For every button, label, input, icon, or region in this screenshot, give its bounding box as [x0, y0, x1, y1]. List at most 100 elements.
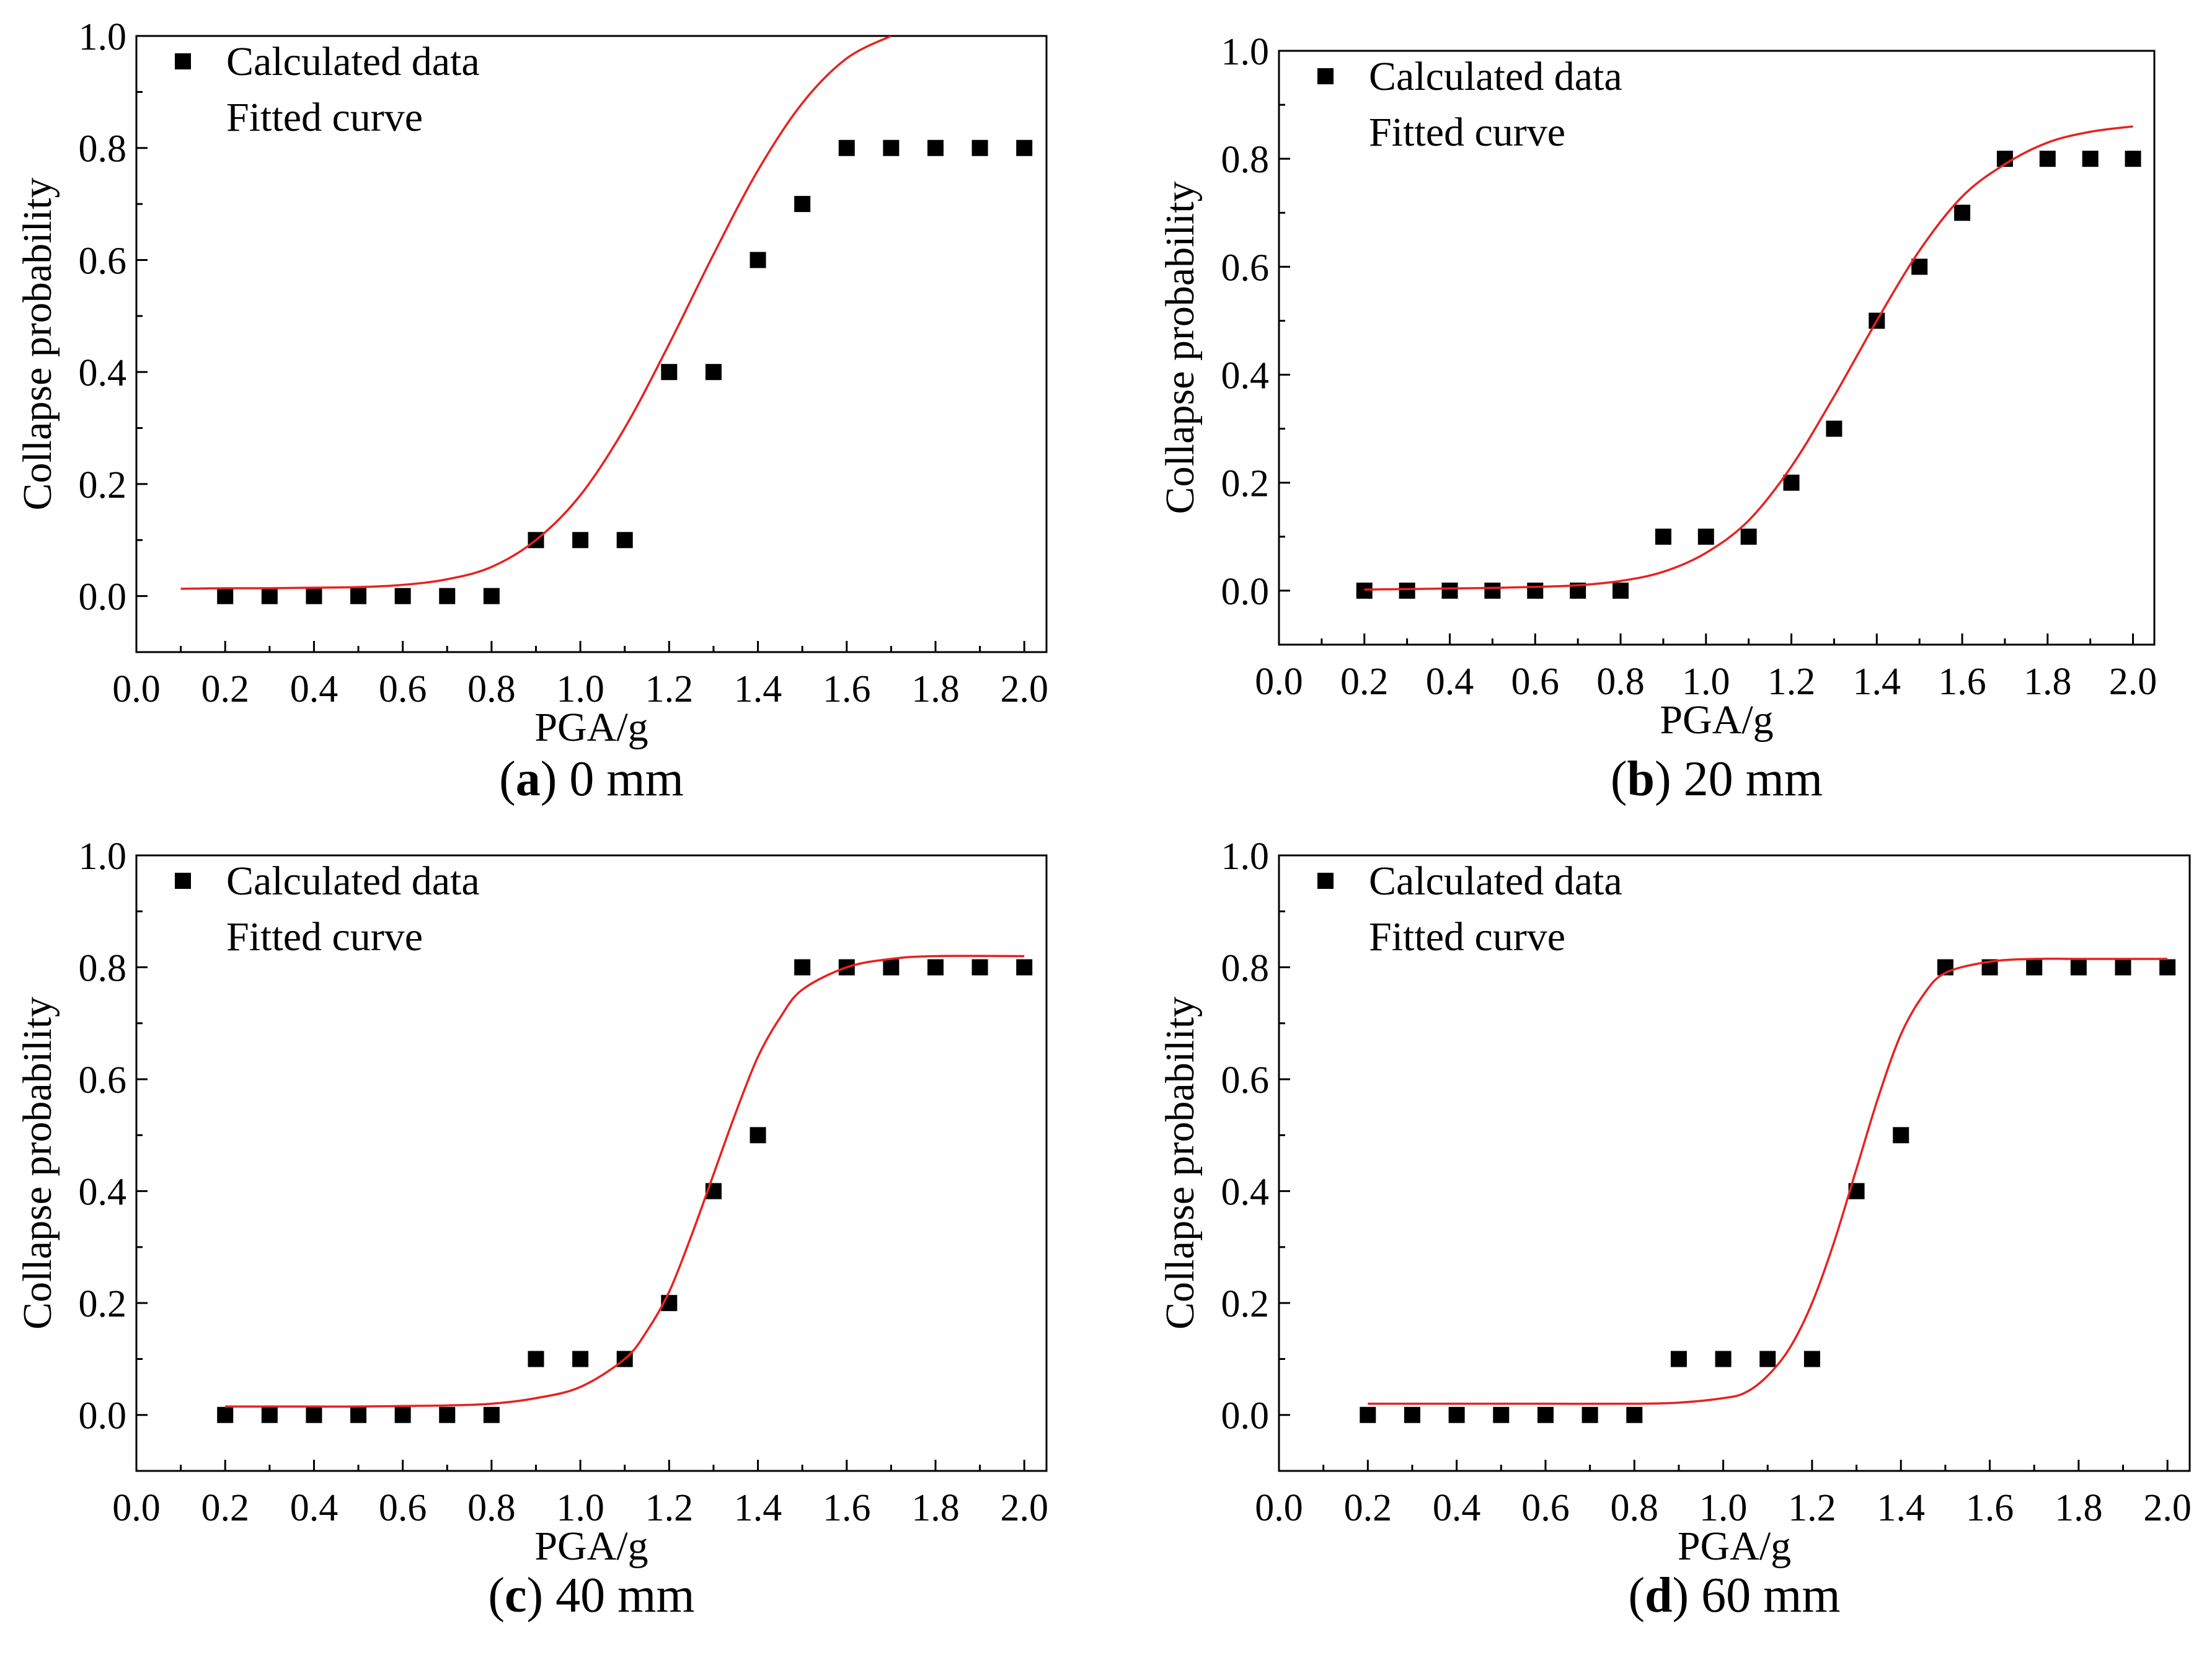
x-tick-label: 0.4 — [290, 1487, 338, 1529]
data-point — [483, 1406, 500, 1423]
data-point — [1954, 205, 1971, 221]
y-tick-label: 0.2 — [1221, 1283, 1270, 1325]
data-point — [2125, 151, 2141, 167]
x-tick-label: 0.0 — [112, 1487, 161, 1529]
y-axis-label: Collapse probability — [15, 177, 60, 510]
data-point — [2039, 151, 2056, 167]
data-point — [394, 588, 411, 604]
panel-caption: (c) 40 mm — [488, 1568, 694, 1623]
data-point — [439, 1406, 456, 1423]
data-point — [927, 139, 944, 156]
data-point — [971, 139, 988, 156]
y-tick-label: 0.6 — [79, 240, 127, 282]
data-point — [1893, 1127, 1909, 1144]
y-tick-label: 0.2 — [79, 1283, 127, 1325]
x-tick-label: 0.0 — [1255, 1487, 1303, 1529]
y-tick-label: 1.0 — [1221, 836, 1270, 878]
data-point — [483, 588, 500, 604]
data-point — [1759, 1351, 1776, 1367]
x-tick-label: 0.8 — [467, 668, 516, 710]
data-point — [838, 139, 855, 156]
data-point — [306, 1406, 322, 1423]
x-tick-label: 1.4 — [734, 1487, 782, 1529]
data-point — [261, 588, 278, 604]
x-tick-label: 1.2 — [1788, 1487, 1836, 1529]
x-tick-label: 1.2 — [645, 1487, 694, 1529]
x-tick-label: 2.0 — [2109, 661, 2157, 703]
legend-marker-icon — [175, 873, 191, 889]
x-tick-label: 1.4 — [734, 668, 782, 710]
data-point — [261, 1406, 278, 1423]
caption-letter: b — [1627, 752, 1655, 806]
y-tick-label: 0.6 — [1221, 1059, 1270, 1101]
data-point — [1356, 582, 1373, 599]
data-point — [1016, 139, 1033, 156]
x-tick-label: 0.6 — [1521, 1487, 1570, 1529]
data-point — [1803, 1351, 1820, 1367]
legend-label: Calculated data — [226, 39, 480, 84]
y-tick-label: 0.0 — [1221, 1395, 1270, 1437]
y-tick-label: 0.0 — [79, 1395, 127, 1437]
legend-label: Fitted curve — [1369, 110, 1565, 155]
data-point — [661, 364, 678, 381]
data-point — [1016, 959, 1033, 976]
data-point — [1626, 1406, 1643, 1423]
x-tick-label: 1.2 — [645, 668, 694, 710]
data-point — [350, 1406, 367, 1423]
fitted-curve — [225, 955, 1025, 1408]
legend-label: Calculated data — [1369, 54, 1622, 99]
data-point — [1404, 1406, 1420, 1423]
panel-caption: (b) 20 mm — [1611, 752, 1823, 806]
y-tick-label: 1.0 — [79, 836, 127, 878]
data-point — [1527, 582, 1544, 599]
y-tick-label: 0.2 — [1221, 463, 1270, 505]
legend-marker-icon — [175, 53, 191, 69]
y-tick-label: 0.8 — [1221, 948, 1270, 990]
x-tick-label: 1.8 — [911, 668, 960, 710]
plot-frame — [135, 35, 1048, 653]
data-point — [306, 588, 322, 604]
fitted-curve — [1368, 957, 2168, 1405]
y-tick-label: 0.0 — [79, 576, 127, 619]
x-axis-label: PGA/g — [534, 705, 648, 750]
chart-panel-a: 0.0 0.2 0.4 0.6 0.8 1.0 1.2 1.4 1.6 1.8 2.0 0.0 0.2 0… — [15, 16, 1048, 806]
chart-panel-b: 0.0 0.2 0.4 0.6 0.8 1.0 1.2 1.4 1.6 1.8 2.0 0.0 0.2 0… — [1157, 31, 2157, 806]
x-tick-label: 1.8 — [2055, 1487, 2103, 1529]
y-tick-label: 0.0 — [1221, 571, 1270, 613]
data-point — [971, 959, 988, 976]
x-tick-label: 0.6 — [379, 668, 427, 710]
y-tick-label: 0.4 — [79, 1172, 127, 1214]
x-tick-label: 0.0 — [112, 668, 161, 710]
data-point — [528, 1351, 544, 1367]
data-point — [1740, 528, 1757, 545]
x-axis-label: PGA/g — [534, 1524, 648, 1569]
data-point — [1399, 582, 1415, 599]
y-tick-label: 0.4 — [1221, 1172, 1270, 1214]
data-point — [1360, 1406, 1376, 1423]
y-tick-label: 0.4 — [79, 352, 127, 394]
x-tick-label: 0.4 — [1433, 1487, 1481, 1529]
x-tick-label: 1.0 — [1682, 661, 1730, 703]
x-tick-label: 0.4 — [1426, 661, 1474, 703]
caption-letter: c — [505, 1568, 527, 1623]
x-axis-label: PGA/g — [1660, 697, 1773, 743]
x-tick-label: 1.0 — [556, 1487, 604, 1529]
data-point — [750, 252, 766, 268]
y-axis-label: Collapse probability — [1157, 181, 1203, 514]
x-tick-label: 0.2 — [201, 668, 249, 710]
fitted-curve — [180, 36, 892, 590]
y-tick-label: 0.8 — [1221, 139, 1270, 181]
y-tick-label: 1.0 — [79, 16, 127, 58]
data-point — [1670, 1351, 1687, 1367]
legend-label: Fitted curve — [1369, 914, 1565, 960]
y-tick-label: 0.4 — [1221, 355, 1270, 397]
data-point — [1448, 1406, 1465, 1423]
y-axis-label: Collapse probability — [1157, 997, 1203, 1330]
y-tick-label: 0.2 — [79, 464, 127, 506]
data-point — [350, 588, 367, 604]
x-tick-label: 2.0 — [1000, 668, 1048, 710]
x-tick-label: 1.6 — [1938, 661, 1986, 703]
data-point — [794, 959, 811, 976]
x-tick-label: 1.4 — [1877, 1487, 1925, 1529]
data-point — [1582, 1406, 1598, 1423]
